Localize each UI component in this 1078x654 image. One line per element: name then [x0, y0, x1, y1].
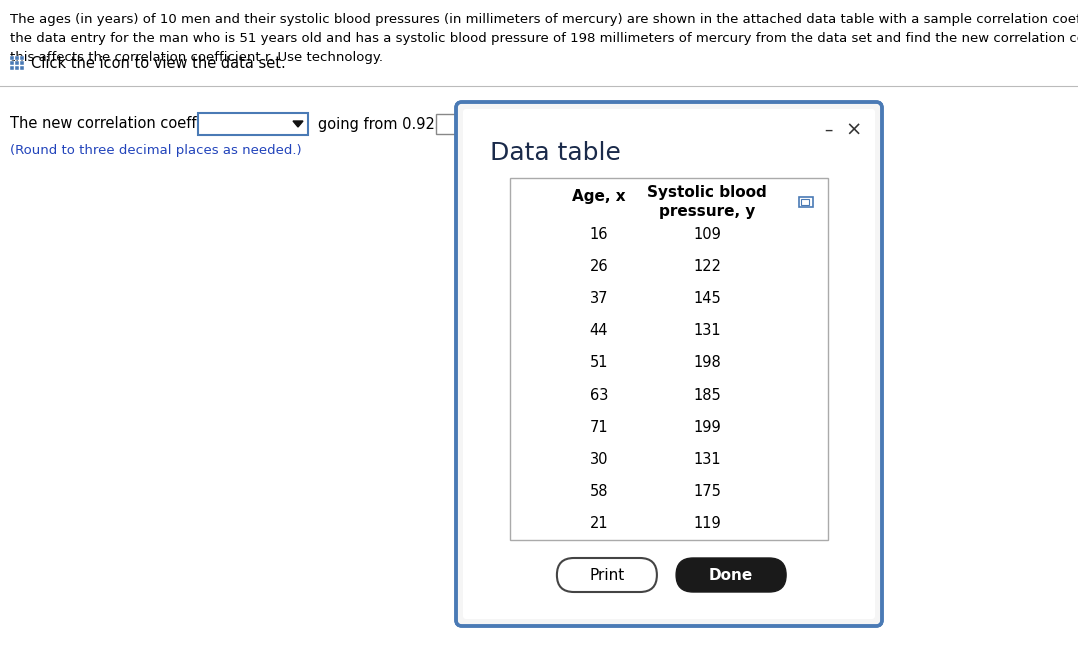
Text: 131: 131: [693, 323, 721, 338]
Text: Print: Print: [590, 568, 624, 583]
Text: 145: 145: [693, 291, 721, 306]
Bar: [20, 56, 24, 60]
FancyBboxPatch shape: [557, 558, 657, 592]
FancyBboxPatch shape: [456, 102, 882, 626]
Text: 109: 109: [693, 226, 721, 241]
Polygon shape: [293, 121, 303, 127]
Text: Done: Done: [709, 568, 754, 583]
Text: Age, x: Age, x: [572, 188, 626, 203]
Bar: [20, 66, 24, 70]
Text: Systolic blood
pressure, y: Systolic blood pressure, y: [647, 185, 768, 219]
Text: 175: 175: [693, 484, 721, 499]
Bar: [10, 56, 14, 60]
FancyBboxPatch shape: [510, 178, 828, 540]
Bar: [20, 61, 24, 65]
Text: 16: 16: [590, 226, 608, 241]
Text: 71: 71: [590, 420, 608, 435]
Text: Click the icon to view the data set.: Click the icon to view the data set.: [31, 56, 286, 71]
Bar: [15, 61, 19, 65]
Text: 63: 63: [590, 388, 608, 403]
Text: 51: 51: [590, 355, 608, 370]
Text: 26: 26: [590, 259, 608, 274]
Text: 122: 122: [693, 259, 721, 274]
Text: 131: 131: [693, 452, 721, 467]
Text: 199: 199: [693, 420, 721, 435]
Text: 119: 119: [693, 517, 721, 532]
FancyBboxPatch shape: [198, 113, 308, 135]
FancyBboxPatch shape: [676, 558, 786, 592]
Text: 198: 198: [693, 355, 721, 370]
Text: 30: 30: [590, 452, 608, 467]
FancyBboxPatch shape: [436, 114, 456, 134]
Text: (Round to three decimal places as needed.): (Round to three decimal places as needed…: [10, 144, 302, 157]
Bar: [15, 66, 19, 70]
Text: going from 0.923 to: going from 0.923 to: [318, 116, 464, 131]
Text: 21: 21: [590, 517, 608, 532]
Text: ×: ×: [846, 120, 862, 139]
Text: 44: 44: [590, 323, 608, 338]
Bar: [15, 56, 19, 60]
Text: The ages (in years) of 10 men and their systolic blood pressures (in millimeters: The ages (in years) of 10 men and their …: [10, 13, 1078, 64]
Bar: [10, 66, 14, 70]
Text: The new correlation coefficient r: The new correlation coefficient r: [10, 116, 248, 131]
Text: 185: 185: [693, 388, 721, 403]
Text: –: –: [824, 121, 832, 139]
Text: .: .: [458, 116, 462, 131]
FancyBboxPatch shape: [462, 109, 875, 619]
Bar: [10, 61, 14, 65]
Text: 58: 58: [590, 484, 608, 499]
Text: 37: 37: [590, 291, 608, 306]
Text: Data table: Data table: [490, 141, 621, 165]
